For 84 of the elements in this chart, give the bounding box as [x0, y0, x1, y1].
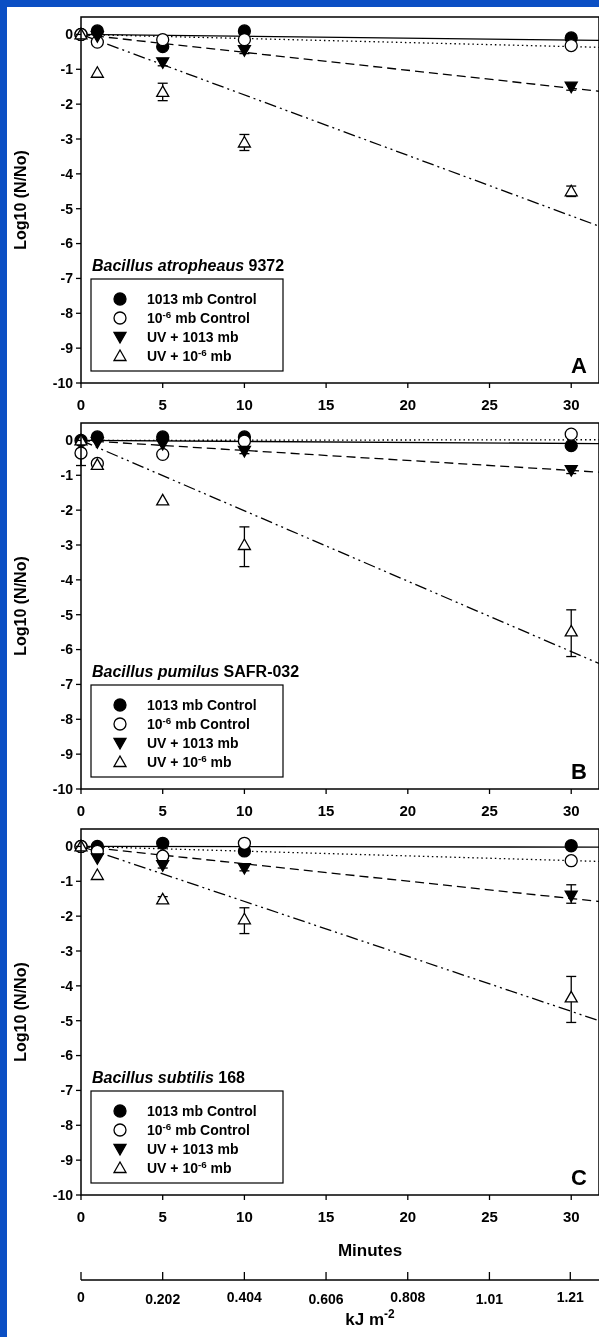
x2-tick-label: 0.404	[226, 1289, 263, 1305]
annotation: B	[571, 759, 587, 784]
y-tick-label: -5	[60, 1012, 74, 1029]
x-tick-label: 15	[317, 802, 335, 819]
y-tick-label: -5	[60, 200, 74, 217]
x-tick-label: 25	[481, 396, 498, 413]
annotation: A	[571, 353, 588, 378]
x-tick-label: 10	[236, 802, 253, 819]
y-tick-label: -3	[60, 130, 74, 147]
y-tick-label: -9	[60, 1152, 74, 1169]
y-tick-label: -10	[52, 780, 74, 797]
x-tick-label: 0	[76, 396, 86, 413]
x-tick-label: 20	[399, 1208, 417, 1225]
x-tick-label: 25	[481, 1208, 498, 1225]
x-tick-label: 25	[481, 802, 498, 819]
x-tick-label: 30	[562, 802, 580, 819]
y-tick-label: -10	[52, 1186, 74, 1203]
y-tick-label: -7	[60, 270, 74, 287]
text: Bacillus subtilis 168	[92, 1069, 246, 1086]
y-tick-label: -6	[60, 235, 74, 252]
y-tick-label: -7	[60, 676, 74, 693]
x-tick-label: 20	[399, 396, 417, 413]
text: Bacillus pumilus SAFR-032	[92, 663, 300, 680]
y-tick-label: -2	[60, 908, 74, 925]
y-tick-label: -2	[60, 96, 74, 113]
y-tick-label: -4	[60, 977, 74, 994]
y-tick-label: 0	[65, 838, 74, 855]
x-tick-label: 30	[562, 1208, 580, 1225]
text: Bacillus atropheaus 9372	[92, 257, 285, 274]
y-tick-label: 0	[65, 26, 74, 43]
y-tick-label: -4	[60, 165, 74, 182]
y-tick-label: -8	[60, 305, 74, 322]
x2-tick-label: 0.808	[390, 1289, 426, 1305]
x-tick-label: 10	[236, 396, 253, 413]
legend-label: 1013 mb Control	[147, 1102, 257, 1119]
y-tick-label: -6	[60, 641, 74, 658]
y-tick-label: -9	[60, 340, 74, 357]
x2-tick-label: 0.606	[308, 1291, 344, 1307]
y-tick-label: -1	[60, 873, 74, 890]
legend-label: 10$^{-6}$ mb Control	[147, 1120, 250, 1138]
legend-label: 10$^{-6}$ mb Control	[147, 308, 250, 326]
y-axis-title: Log10 (N/No)	[12, 962, 29, 1062]
legend-label: 1013 mb Control	[147, 696, 257, 713]
y-tick-label: -5	[60, 606, 74, 623]
y-tick-label: -7	[60, 1082, 74, 1099]
legend-label: UV + 1013 mb	[147, 328, 239, 345]
y-tick-label: -6	[60, 1047, 74, 1064]
x-tick-label: 15	[317, 1208, 335, 1225]
y-tick-label: -1	[60, 467, 74, 484]
y-axis-title: Log10 (N/No)	[12, 150, 29, 250]
x-tick-label: 0	[76, 802, 86, 819]
x2-tick-label: 0	[77, 1289, 86, 1305]
y-tick-label: 0	[65, 432, 74, 449]
y-tick-label: -8	[60, 1117, 74, 1134]
legend-label: UV + 10$^{-6}$ mb	[147, 1158, 232, 1176]
x2-tick-label: 1.21	[556, 1289, 585, 1305]
y-tick-label: -4	[60, 571, 74, 588]
legend-label: UV + 10$^{-6}$ mb	[147, 346, 232, 364]
legend-label: 10$^{-6}$ mb Control	[147, 714, 250, 732]
x-tick-label: 5	[158, 1208, 167, 1225]
x2-axis-title: kJ m$^{-2}$	[345, 1307, 396, 1329]
legend-label: UV + 10$^{-6}$ mb	[147, 752, 232, 770]
x-tick-label: 5	[158, 802, 167, 819]
legend-label: UV + 1013 mb	[147, 1140, 239, 1157]
y-tick-label: -3	[60, 942, 74, 959]
x-tick-label: 10	[236, 1208, 253, 1225]
y-tick-label: -3	[60, 536, 74, 553]
y-tick-label: -9	[60, 746, 74, 763]
x-tick-label: 0	[76, 1208, 86, 1225]
x2-tick-label: 1.01	[475, 1291, 504, 1307]
y-tick-label: -8	[60, 711, 74, 728]
x-axis-title: Minutes	[337, 1241, 403, 1260]
y-tick-label: -2	[60, 502, 74, 519]
x-tick-label: 20	[399, 802, 417, 819]
y-axis-title: Log10 (N/No)	[12, 556, 29, 656]
legend-label: UV + 1013 mb	[147, 734, 239, 751]
x-tick-label: 30	[562, 396, 580, 413]
annotation: C	[571, 1165, 588, 1190]
y-tick-label: -1	[60, 61, 74, 78]
x2-tick-label: 0.202	[145, 1291, 181, 1307]
y-tick-label: -10	[52, 374, 74, 391]
legend-label: 1013 mb Control	[147, 290, 257, 307]
x-tick-label: 15	[317, 396, 335, 413]
x-tick-label: 5	[158, 396, 167, 413]
